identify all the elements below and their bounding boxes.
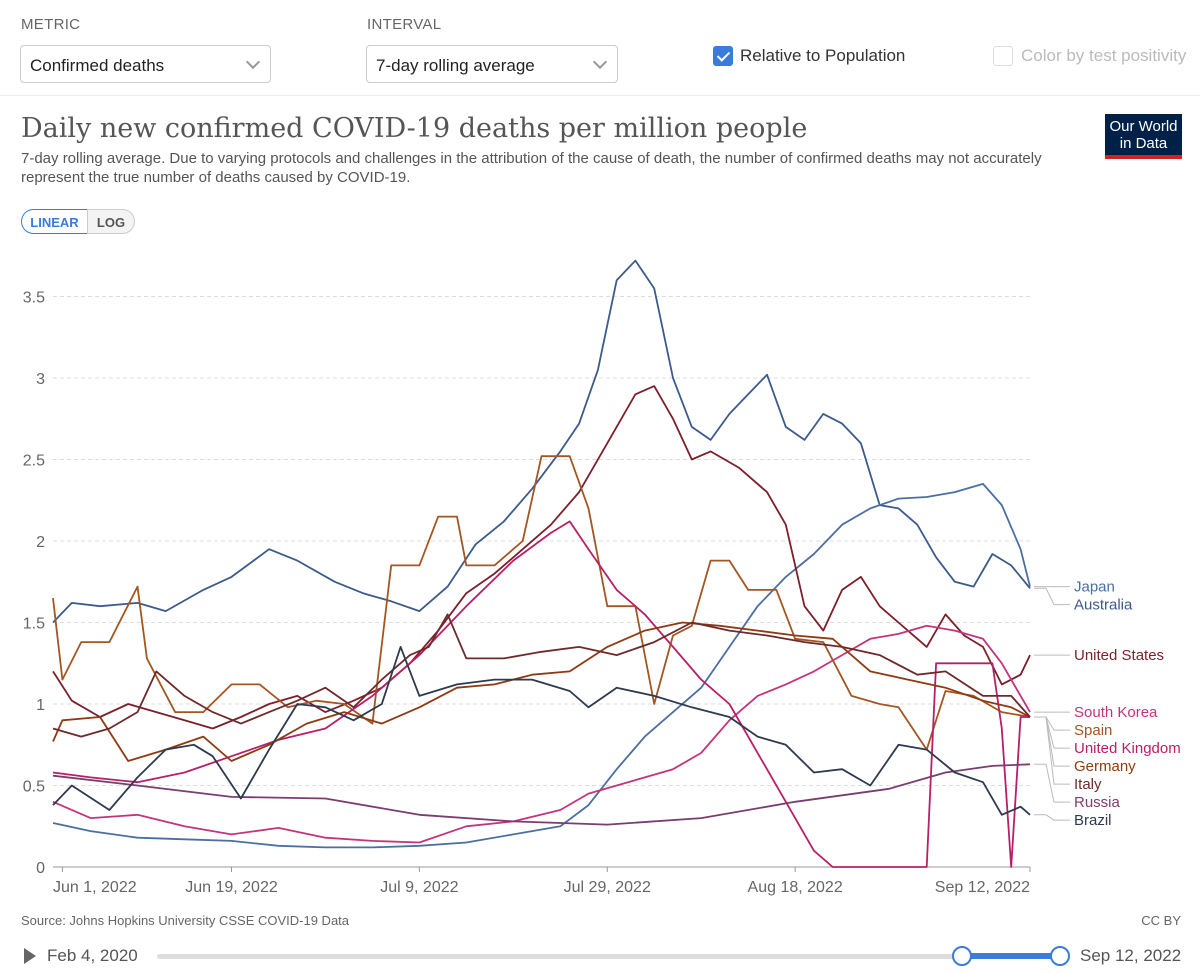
- timeline-end-handle[interactable]: [1050, 946, 1070, 966]
- timeline-start-handle[interactable]: [952, 946, 972, 966]
- series-line-australia: [52, 259, 1031, 624]
- legend-label-united-kingdom: United Kingdom: [1074, 740, 1181, 757]
- log-scale-button[interactable]: LOG: [87, 209, 135, 234]
- logo-line1: Our World: [1109, 118, 1178, 135]
- y-tick-label: 0.5: [23, 779, 45, 796]
- legend-connector: [1034, 814, 1070, 821]
- timeline-selected-range: [962, 953, 1061, 959]
- relative-checkbox[interactable]: [713, 46, 733, 66]
- license-note[interactable]: CC BY: [1141, 913, 1181, 928]
- metric-select[interactable]: Confirmed deaths: [20, 45, 271, 83]
- series-line-united-states: [52, 385, 1031, 730]
- timeline-track[interactable]: [157, 954, 1061, 959]
- x-tick-label: Jun 19, 2022: [185, 879, 278, 896]
- play-icon[interactable]: [24, 948, 36, 964]
- legend-connector: [1034, 587, 1070, 606]
- x-tick-label: Aug 18, 2022: [748, 879, 843, 896]
- x-tick-label: Sep 12, 2022: [935, 879, 1030, 896]
- legend-connector: [1034, 716, 1070, 749]
- series-line-germany: [52, 621, 1031, 762]
- y-tick-label: 0: [36, 860, 45, 877]
- metric-select-value: Confirmed deaths: [30, 56, 165, 75]
- legend-label-germany: Germany: [1074, 758, 1136, 775]
- linear-scale-button[interactable]: LINEAR: [21, 209, 88, 234]
- owid-logo[interactable]: Our World in Data: [1105, 114, 1182, 159]
- positivity-checkbox[interactable]: [993, 46, 1013, 66]
- legend-connector: [1034, 716, 1070, 785]
- y-tick-label: 1: [36, 697, 45, 714]
- legend-label-brazil: Brazil: [1074, 812, 1112, 829]
- y-tick-label: 2.5: [23, 453, 45, 470]
- timeline-start-date: Feb 4, 2020: [47, 946, 138, 965]
- legend-label-united-states: United States: [1074, 647, 1164, 664]
- positivity-label[interactable]: Color by test positivity: [1021, 46, 1187, 65]
- metric-label: METRIC: [21, 16, 81, 33]
- legend-label-italy: Italy: [1074, 776, 1102, 793]
- series-line-japan: [52, 483, 1031, 849]
- y-tick-label: 2: [36, 534, 45, 551]
- chevron-down-icon: [592, 54, 608, 70]
- chart-subtitle: 7-day rolling average. Due to varying pr…: [21, 150, 1042, 186]
- timeline: Feb 4, 2020 Sep 12, 2022: [0, 938, 1200, 973]
- legend-label-japan: Japan: [1074, 579, 1115, 596]
- interval-select-value: 7-day rolling average: [376, 56, 535, 75]
- timeline-end-date: Sep 12, 2022: [1080, 946, 1182, 965]
- interval-select[interactable]: 7-day rolling average: [366, 45, 618, 83]
- legend-label-russia: Russia: [1074, 794, 1121, 811]
- chevron-down-icon: [245, 54, 261, 70]
- series-line-south-korea: [52, 624, 1031, 844]
- legend-connector: [1034, 716, 1070, 731]
- logo-accent-bar: [1105, 155, 1182, 159]
- controls-bar: METRIC Confirmed deaths INTERVAL 7-day r…: [0, 0, 1200, 96]
- legend-connector: [1034, 763, 1070, 803]
- relative-label[interactable]: Relative to Population: [740, 46, 906, 65]
- chart-title: Daily new confirmed COVID-19 deaths per …: [21, 113, 808, 144]
- x-tick-label: Jul 29, 2022: [564, 879, 651, 896]
- y-tick-label: 3.5: [23, 290, 45, 307]
- series-line-russia: [52, 763, 1031, 826]
- line-chart: 0 0.5 1 1.5 2 2.5 3 3.5 Jun 1, 2022 Jun 19, 2022 J…: [23, 259, 1181, 896]
- interval-label: INTERVAL: [367, 16, 442, 33]
- legend-label-south-korea: South Korea: [1074, 704, 1158, 721]
- y-tick-label: 3: [36, 371, 45, 388]
- x-tick-label: Jun 1, 2022: [53, 879, 137, 896]
- source-note[interactable]: Source: Johns Hopkins University CSSE CO…: [21, 913, 350, 928]
- logo-line2: in Data: [1119, 135, 1168, 152]
- series-line-brazil: [52, 646, 1031, 816]
- x-tick-label: Jul 9, 2022: [380, 879, 458, 896]
- series-line-italy: [52, 613, 1031, 738]
- legend-label-australia: Australia: [1074, 597, 1133, 614]
- legend-label-spain: Spain: [1074, 722, 1112, 739]
- y-tick-label: 1.5: [23, 616, 45, 633]
- series-line-spain: [52, 455, 1031, 751]
